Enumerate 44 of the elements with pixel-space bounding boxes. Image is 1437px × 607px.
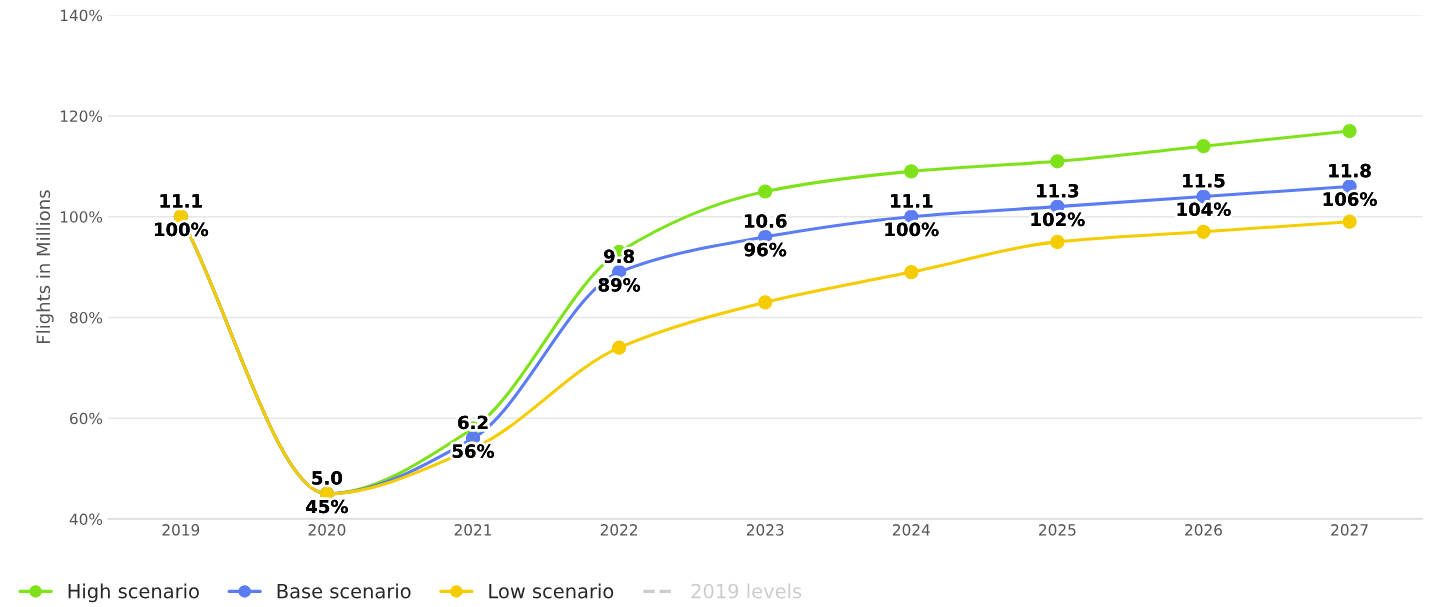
x-tick-label: 2021 — [454, 524, 492, 536]
annotation: 10.6 — [744, 214, 787, 228]
point — [758, 184, 773, 199]
point — [1050, 234, 1065, 250]
y-tick-label: 40% — [69, 513, 103, 526]
point — [904, 164, 919, 179]
point — [1196, 139, 1211, 154]
x-tick-label: 2026 — [1185, 524, 1222, 536]
annotation: 11.1 — [891, 194, 933, 208]
point — [1196, 224, 1211, 239]
data-label: 89% — [598, 277, 641, 292]
x-tick-label: 2020 — [308, 524, 346, 536]
point — [1342, 123, 1357, 139]
data-label: 45% — [306, 499, 348, 514]
legend-label: High scenario — [68, 583, 199, 603]
data-label: 100% — [885, 222, 939, 237]
x-tick-label: 2023 — [746, 524, 784, 536]
x-tick-label: 2025 — [1039, 524, 1076, 536]
data-label: 96% — [744, 242, 787, 257]
point — [904, 265, 919, 280]
annotation: 11.3 — [1037, 183, 1079, 198]
y-tick-label: 60% — [70, 412, 103, 425]
y-tick-label: 120% — [60, 110, 103, 122]
annotation: 11.5 — [1183, 174, 1225, 188]
x-tick-label: 2024 — [892, 524, 930, 536]
x-tick-label: 2027 — [1331, 524, 1368, 536]
annotation: 11.1 — [160, 194, 202, 208]
point — [1342, 214, 1357, 229]
point — [611, 340, 627, 355]
legend-label: Base scenario — [277, 583, 411, 599]
annotation: 11.8 — [1329, 163, 1371, 178]
x-tick-label: 2022 — [600, 524, 638, 536]
y-axis-title: Flights in Millions — [36, 190, 54, 343]
data-label: 106% — [1323, 192, 1377, 206]
data-label: 102% — [1031, 212, 1085, 227]
annotation: 5.0 — [312, 471, 343, 485]
legend-label: Low scenario — [489, 583, 614, 599]
y-tick-label: 140% — [60, 9, 103, 22]
point — [1050, 154, 1065, 169]
x-tick-label: 2019 — [162, 524, 200, 536]
y-tick-label: 80% — [69, 311, 103, 324]
point — [758, 295, 773, 310]
y-tick-label: 100% — [60, 211, 103, 223]
data-label: 104% — [1177, 202, 1231, 217]
